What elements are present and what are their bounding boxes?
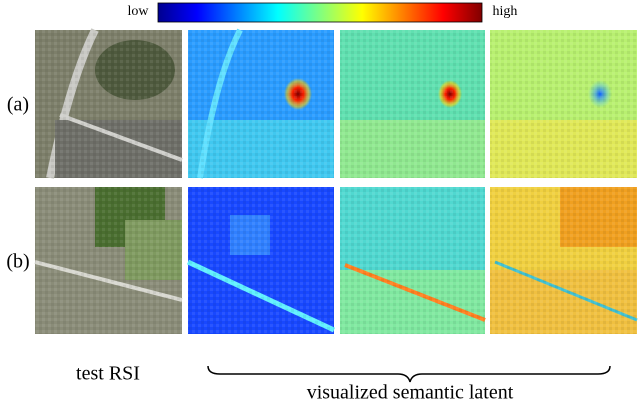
caption-input: test RSI (76, 363, 140, 385)
colorbar (157, 2, 483, 23)
image-a-latent-1 (188, 28, 334, 179)
image-b-latent-2 (340, 187, 486, 334)
image-a-rsi (35, 28, 183, 179)
image-a-latent-3 (490, 30, 637, 178)
image-a-latent-2 (340, 30, 485, 178)
row-label: (b) (6, 251, 29, 273)
image-b-rsi (34, 187, 183, 334)
row-label: (a) (7, 94, 29, 116)
image-b-latent-3 (490, 187, 638, 334)
colorbar-low-label: low (128, 4, 150, 19)
colorbar-high-label: high (493, 4, 518, 19)
caption-output: visualized semantic latent (307, 382, 514, 404)
brace (207, 365, 611, 383)
image-b-latent-1 (186, 187, 336, 334)
